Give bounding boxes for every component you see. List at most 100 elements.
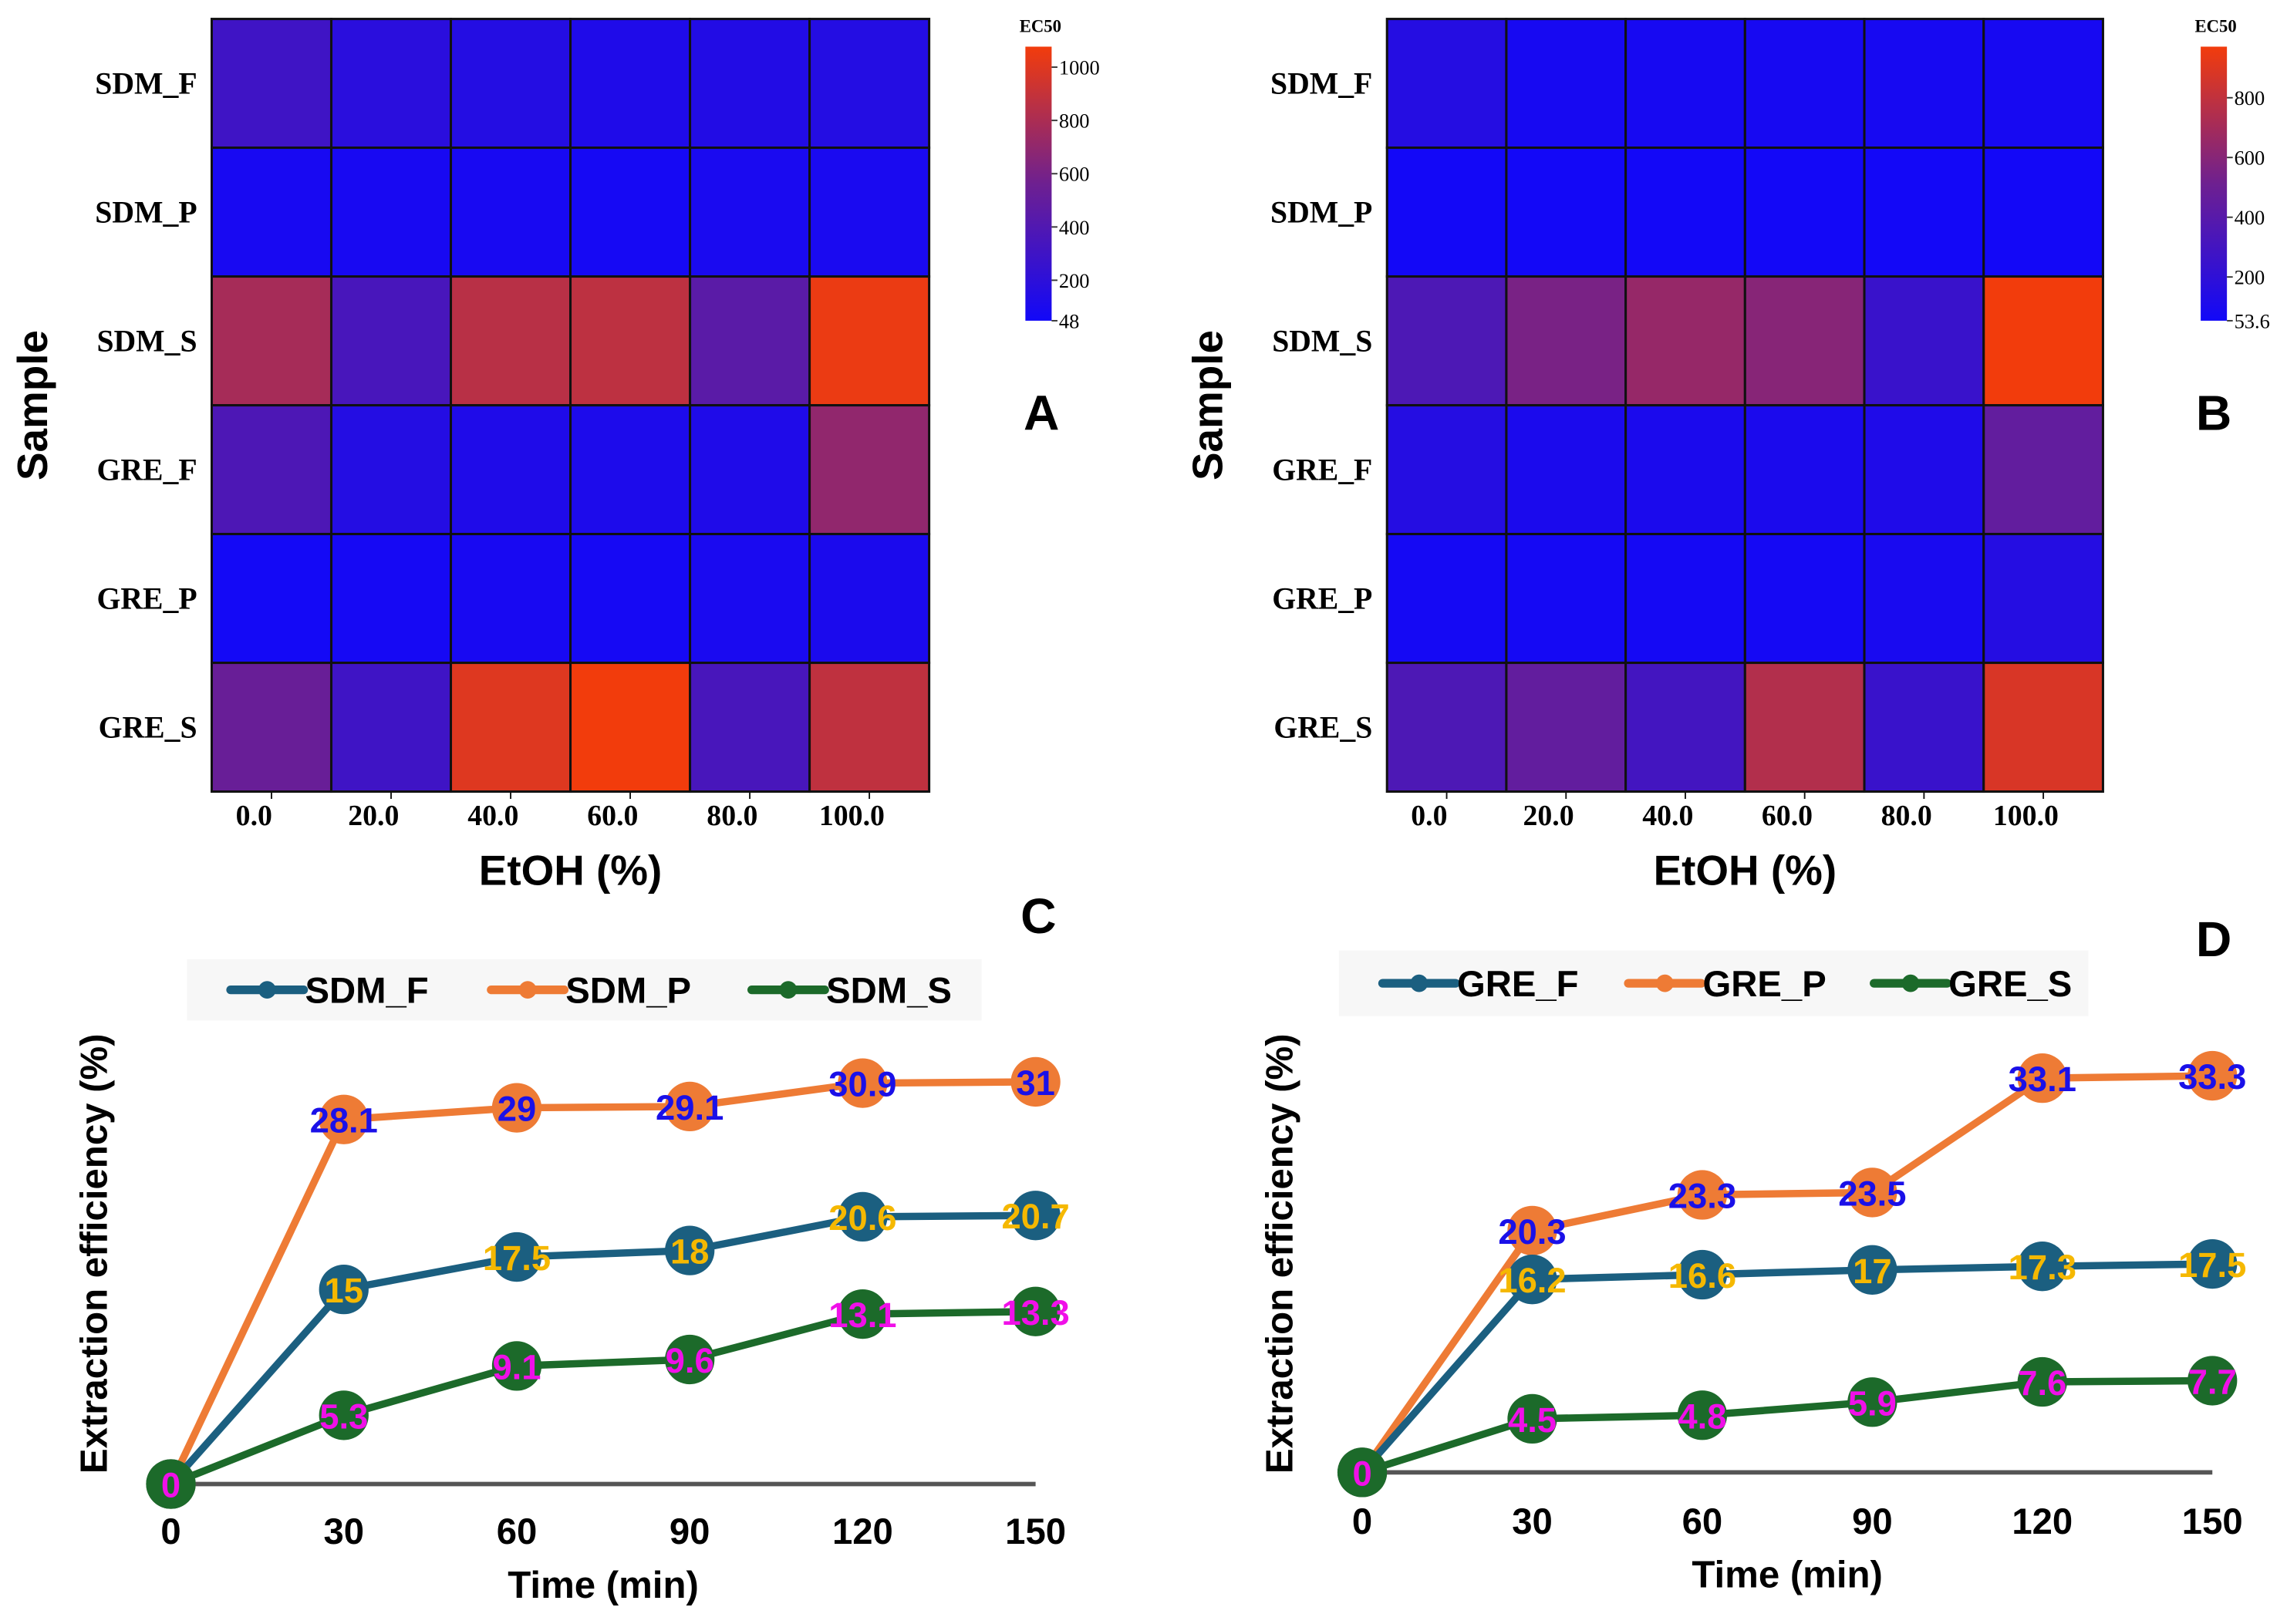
data-label: 28.1: [310, 1101, 378, 1141]
heatmap-cell: [1863, 18, 1985, 150]
heatmap-cell: [1505, 275, 1628, 407]
heatmap-cell: [1385, 662, 1508, 793]
heatmap-cell: [1743, 533, 1866, 665]
series-line-GRE_F: [1359, 1260, 2213, 1475]
x-tick-label: 120: [832, 1511, 893, 1552]
series-line-GRE_S: [1361, 1376, 2213, 1476]
data-point-SDM_S: [665, 1334, 715, 1385]
x-tick-label: 30: [323, 1511, 364, 1552]
data-point-GRE_P: [2187, 1050, 2238, 1101]
heatmap-cell: [1624, 533, 1746, 665]
heatmap-cell: [210, 18, 333, 150]
data-point-GRE_S: [1337, 1447, 1388, 1498]
legend-marker: [779, 981, 798, 999]
data-point-SDM_S: [146, 1459, 196, 1509]
series-line-SDM_P: [167, 1078, 1036, 1486]
data-label: 17.5: [2178, 1245, 2246, 1285]
heatmap-cell: [808, 404, 931, 536]
data-label: 20.6: [828, 1198, 896, 1238]
heatmap-cell: [450, 533, 572, 665]
x-axis-label: Time (min): [508, 1565, 699, 1606]
data-label: 18: [670, 1232, 709, 1272]
legend: GRE_F GRE_P GRE_S: [1338, 950, 2089, 1016]
heatmap-cell: [450, 18, 572, 150]
data-label: 9.6: [666, 1341, 714, 1380]
x-tick-label: 20.0: [348, 800, 399, 832]
row-label: GRE_S: [1273, 710, 1372, 744]
heatmap-cell: [1743, 147, 1866, 278]
heatmap-cell: [329, 147, 453, 278]
data-label: 29: [498, 1090, 536, 1129]
data-label: 4.8: [1678, 1397, 1726, 1436]
colorbar-tick-label: 400: [1059, 216, 1090, 239]
data-label: 7.6: [2018, 1363, 2066, 1403]
data-label: 13.3: [1001, 1293, 1069, 1333]
heatmap-cell: [569, 662, 692, 793]
data-label: 33.1: [2009, 1060, 2076, 1099]
series-line-GRE_P: [1359, 1072, 2213, 1475]
heatmap-cell: [1743, 662, 1866, 793]
colorbar-title: EC50: [2195, 17, 2237, 36]
data-point-SDM_P: [491, 1083, 542, 1133]
heatmap-cell: [1743, 275, 1866, 407]
heatmap-cell: [1863, 533, 1985, 665]
row-label: GRE_P: [96, 581, 197, 615]
panel-letter: D: [2196, 911, 2231, 967]
data-label: 23.5: [1838, 1174, 1906, 1213]
x-tick-label: 40.0: [467, 800, 518, 832]
colorbar-tick-label: 200: [1059, 269, 1090, 292]
heatmap-cell: [1863, 147, 1985, 278]
heatmap-cell: [210, 147, 333, 278]
data-label: 31: [1016, 1063, 1054, 1103]
data-label: 16.6: [1668, 1256, 1736, 1295]
data-label: 7.7: [2188, 1362, 2237, 1401]
colorbar-tick-label: 400: [2235, 206, 2265, 229]
data-label: 4.5: [1508, 1400, 1557, 1440]
data-label: 20.3: [1498, 1212, 1566, 1252]
x-axis-label: EtOH (%): [479, 847, 663, 895]
data-point-SDM_S: [1010, 1286, 1061, 1336]
heatmap-cell: [1385, 18, 1508, 150]
data-point-SDM_S: [838, 1289, 888, 1339]
colorbar-tick-label: 200: [2235, 266, 2265, 289]
data-label: 9.1: [492, 1347, 541, 1386]
line-chart-D: D 0 30 60 90 120 150 Time (min) Extraction effic…: [1259, 911, 2246, 1596]
x-tick-label: 150: [2182, 1501, 2243, 1542]
data-point-GRE_P: [2017, 1053, 2067, 1103]
row-label: GRE_F: [1272, 453, 1372, 487]
heatmap-cell: [329, 533, 453, 665]
legend-marker: [1410, 974, 1429, 992]
row-label: GRE_F: [96, 453, 197, 487]
colorbar-title: EC50: [1020, 17, 1061, 36]
heatmap-A: SDM_F SDM_P SDM_S GRE_F GRE_P GRE_S 0.0 20.0 40.…: [8, 17, 1100, 895]
legend-marker: [1901, 974, 1920, 992]
heatmap-cell: [569, 18, 692, 150]
data-label: 0: [161, 1466, 180, 1505]
heatmap-cell: [210, 533, 333, 665]
heatmap-cell: [1743, 18, 1866, 150]
x-tick-label: 80.0: [707, 800, 757, 832]
colorbar-tick-label: 600: [2235, 147, 2265, 170]
legend-label: SDM_S: [826, 971, 952, 1012]
legend-label: GRE_F: [1457, 964, 1579, 1005]
heatmap-cell: [808, 275, 931, 407]
heatmap-cell: [1624, 18, 1746, 150]
colorbar: [2201, 46, 2228, 321]
heatmap-cell: [1982, 533, 2104, 665]
data-label: 33.3: [2178, 1057, 2246, 1097]
heatmap-cell: [1505, 147, 1628, 278]
heatmap-cell: [1385, 404, 1508, 536]
colorbar: [1025, 46, 1052, 321]
x-tick-label: 20.0: [1523, 800, 1574, 832]
data-point-SDM_F: [665, 1225, 715, 1275]
data-label: 17.5: [483, 1238, 551, 1278]
row-label: SDM_P: [1270, 195, 1372, 229]
heatmap-cell: [1982, 662, 2104, 793]
heatmap-cell: [210, 404, 333, 536]
data-label: 20.7: [1001, 1197, 1069, 1236]
x-tick-label: 80.0: [1881, 800, 1932, 832]
heatmap-cell: [1624, 662, 1746, 793]
heatmap-cell: [1982, 18, 2104, 150]
heatmap-cell: [1385, 147, 1508, 278]
